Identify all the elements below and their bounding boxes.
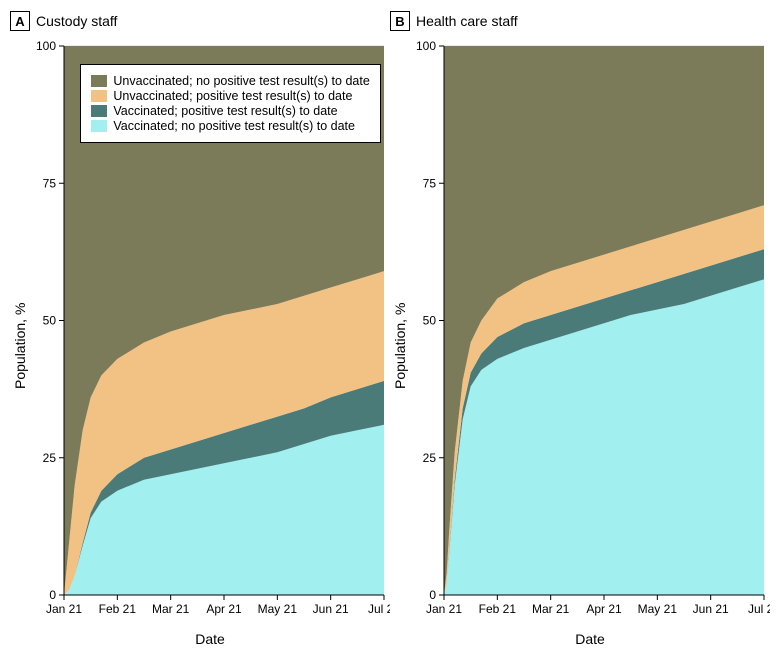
x-tick-label: Jan 21	[426, 602, 462, 616]
figure: A Custody staff Population, % 0 25 50 75 100…	[0, 0, 780, 661]
panel-a-header: A Custody staff	[10, 10, 390, 32]
legend-swatch	[91, 105, 107, 117]
x-axis-label-a: Date	[30, 629, 390, 651]
y-tick-label: 100	[416, 40, 436, 53]
legend-item-unvacc_pos: Unvaccinated; positive test result(s) to…	[91, 89, 369, 103]
legend-label: Vaccinated; no positive test result(s) t…	[113, 119, 355, 133]
panel-b-title: Health care staff	[416, 13, 518, 29]
x-tick-label: May 21	[258, 602, 298, 616]
panel-a-plot-col: 0 25 50 75 100 Jan 21 Feb 21 Mar 21 Apr 21 May 21…	[30, 40, 390, 651]
legend-item-vacc_no_pos: Vaccinated; no positive test result(s) t…	[91, 119, 369, 133]
panel-b: B Health care staff Population, % 0 25 50 7…	[390, 10, 770, 651]
y-tick-label: 50	[423, 314, 437, 328]
panel-a-badge: A	[10, 11, 30, 31]
y-tick-label: 0	[49, 588, 56, 602]
panel-b-chart: 0 25 50 75 100 Jan 21 Feb 21 Mar 21 Apr 21 May 21…	[410, 40, 770, 629]
legend-swatch	[91, 120, 107, 132]
x-tick-label: Mar 21	[152, 602, 190, 616]
legend-item-unvacc_no_pos: Unvaccinated; no positive test result(s)…	[91, 74, 369, 88]
legend-label: Unvaccinated; positive test result(s) to…	[113, 89, 352, 103]
legend-swatch	[91, 75, 107, 87]
y-tick-label: 0	[429, 588, 436, 602]
panel-a-plot: Population, % 0 25 50 75 100 Jan 21 Feb 21 Mar …	[10, 40, 390, 651]
panel-a-title: Custody staff	[36, 13, 117, 29]
legend: Unvaccinated; no positive test result(s)…	[80, 64, 380, 143]
x-tick-label: Apr 21	[586, 602, 622, 616]
y-tick-label: 50	[43, 314, 57, 328]
x-tick-label: Mar 21	[532, 602, 570, 616]
panel-b-plot-col: 0 25 50 75 100 Jan 21 Feb 21 Mar 21 Apr 21 May 21…	[410, 40, 770, 651]
x-tick-label: Jan 21	[46, 602, 82, 616]
x-tick-label: Jul 21	[368, 602, 390, 616]
y-tick-label: 75	[423, 176, 437, 190]
x-tick-label: Jun 21	[313, 602, 349, 616]
panel-b-badge: B	[390, 11, 410, 31]
x-tick-label: Apr 21	[206, 602, 242, 616]
x-tick-label: Feb 21	[99, 602, 137, 616]
panel-b-header: B Health care staff	[390, 10, 770, 32]
y-axis-label-a: Population, %	[10, 40, 30, 651]
legend-label: Unvaccinated; no positive test result(s)…	[113, 74, 369, 88]
y-tick-label: 25	[423, 451, 437, 465]
legend-item-vacc_pos: Vaccinated; positive test result(s) to d…	[91, 104, 369, 118]
panel-a-svg-holder: 0 25 50 75 100 Jan 21 Feb 21 Mar 21 Apr 21 May 21…	[30, 40, 390, 629]
legend-swatch	[91, 90, 107, 102]
panel-b-plot: Population, % 0 25 50 75 100 Jan 21 Feb 21 Mar …	[390, 40, 770, 651]
y-tick-label: 25	[43, 451, 57, 465]
y-tick-label: 100	[36, 40, 56, 53]
panel-b-svg-holder: 0 25 50 75 100 Jan 21 Feb 21 Mar 21 Apr 21 May 21…	[410, 40, 770, 629]
y-tick-label: 75	[43, 176, 57, 190]
legend-label: Vaccinated; positive test result(s) to d…	[113, 104, 337, 118]
x-tick-label: Feb 21	[479, 602, 517, 616]
panel-a: A Custody staff Population, % 0 25 50 75 100…	[10, 10, 390, 651]
x-tick-label: Jun 21	[693, 602, 729, 616]
x-tick-label: May 21	[638, 602, 678, 616]
x-tick-label: Jul 21	[748, 602, 770, 616]
x-axis-label-b: Date	[410, 629, 770, 651]
y-axis-label-b: Population, %	[390, 40, 410, 651]
